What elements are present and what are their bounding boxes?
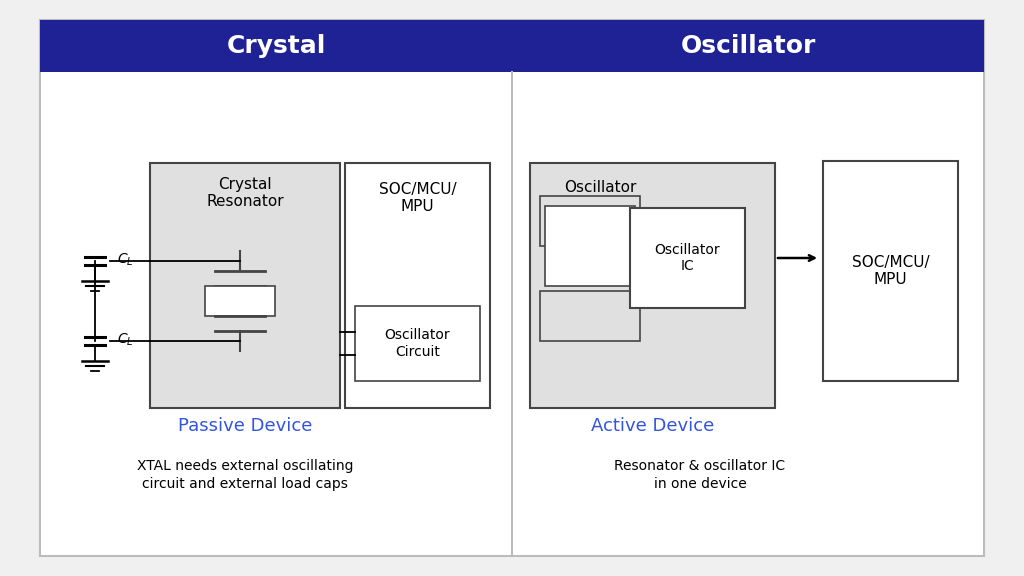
Bar (530, 163, 775, 408)
Text: Crystal
Resonator: Crystal Resonator (206, 177, 284, 209)
Text: in one device: in one device (653, 477, 746, 491)
Text: circuit and external load caps: circuit and external load caps (142, 477, 348, 491)
Text: $C_L$: $C_L$ (117, 331, 133, 348)
Text: XTAL needs external oscillating: XTAL needs external oscillating (137, 459, 353, 473)
Text: Oscillator
Circuit: Oscillator Circuit (385, 328, 451, 359)
Bar (823, 161, 958, 381)
Text: $C_L$: $C_L$ (117, 251, 133, 268)
Bar (630, 208, 745, 308)
Bar (40, 20, 984, 72)
Text: Active Device: Active Device (591, 417, 714, 435)
Text: Crystal: Crystal (226, 34, 326, 58)
Bar (150, 163, 340, 408)
Text: Oscillator: Oscillator (680, 34, 816, 58)
Bar (345, 163, 490, 408)
Bar (540, 291, 640, 341)
Bar (540, 196, 640, 246)
Text: Oscillator
IC: Oscillator IC (654, 243, 720, 273)
Bar (355, 306, 480, 381)
Bar (205, 286, 275, 316)
Text: Passive Device: Passive Device (178, 417, 312, 435)
Bar (545, 206, 635, 286)
Text: SOC/MCU/
MPU: SOC/MCU/ MPU (379, 182, 457, 214)
Text: Oscillator: Oscillator (564, 180, 636, 195)
Text: SOC/MCU/
MPU: SOC/MCU/ MPU (852, 255, 930, 287)
Text: Resonator & oscillator IC: Resonator & oscillator IC (614, 459, 785, 473)
